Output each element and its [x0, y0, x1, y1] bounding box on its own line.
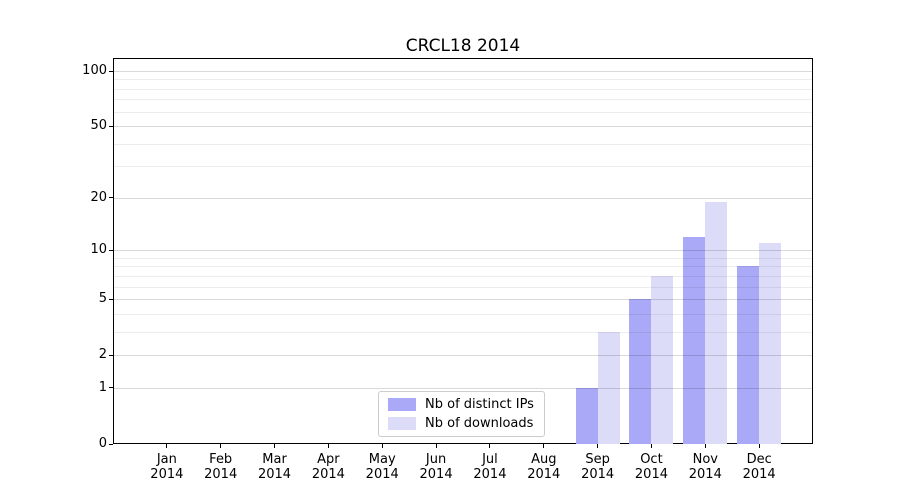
gridline-y-50: [114, 126, 812, 128]
y-tick-label-2: 2: [98, 347, 107, 363]
x-tick-oct: [650, 444, 652, 448]
legend-label-downloads: Nb of downloads: [425, 415, 534, 431]
x-tick-label-jan-2014: Jan 2014: [150, 452, 184, 482]
grid-layer: [114, 59, 812, 443]
x-tick-label-aug-2014: Aug 2014: [527, 452, 561, 482]
bar-nb-of-downloads-sep-2014: [597, 331, 620, 444]
y-tick-5: [109, 298, 113, 300]
bar-nb-of-downloads-nov-2014: [705, 201, 728, 444]
gridline-y-40: [114, 143, 812, 145]
legend-swatch-distinct-ips: [388, 398, 416, 412]
x-tick-jul: [489, 444, 491, 448]
gridline-y-2: [114, 355, 812, 357]
x-tick-label-feb-2014: Feb 2014: [204, 452, 238, 482]
bars-layer: [114, 59, 812, 444]
x-tick-nov: [704, 444, 706, 448]
bar-nb-of-downloads-oct-2014: [651, 275, 674, 444]
gridline-y-7: [114, 275, 812, 277]
legend-item-distinct-ips: Nb of distinct IPs: [388, 397, 535, 412]
x-tick-label-sep-2014: Sep 2014: [581, 452, 615, 482]
x-tick-label-jun-2014: Jun 2014: [419, 452, 453, 482]
x-tick-feb: [220, 444, 222, 448]
y-tick-label-0: 0: [98, 436, 107, 451]
gridline-y-70: [114, 99, 812, 101]
gridline-y-90: [114, 79, 812, 81]
bar-nb-of-distinct-ips-oct-2014: [629, 299, 652, 444]
legend: Nb of distinct IPs Nb of downloads: [378, 391, 545, 437]
gridline-y-9: [114, 257, 812, 259]
x-tick-label-jul-2014: Jul 2014: [473, 452, 507, 482]
x-tick-label-nov-2014: Nov 2014: [688, 452, 722, 482]
bar-nb-of-distinct-ips-dec-2014: [737, 266, 760, 444]
legend-swatch-downloads: [388, 416, 416, 430]
x-tick-jan: [166, 444, 168, 448]
x-tick-label-may-2014: May 2014: [365, 452, 399, 482]
y-tick-0: [109, 443, 113, 445]
x-tick-jun: [435, 444, 437, 448]
gridline-y-3: [114, 331, 812, 333]
gridline-y-5: [114, 299, 812, 301]
x-tick-label-apr-2014: Apr 2014: [311, 452, 345, 482]
gridline-y-8: [114, 266, 812, 268]
x-tick-mar: [274, 444, 276, 448]
gridline-y-6: [114, 286, 812, 288]
bar-nb-of-distinct-ips-sep-2014: [575, 387, 598, 444]
x-tick-label-oct-2014: Oct 2014: [634, 452, 668, 482]
y-tick-10: [109, 249, 113, 251]
bar-nb-of-downloads-dec-2014: [759, 243, 782, 444]
x-tick-dec: [758, 444, 760, 448]
x-tick-aug: [543, 444, 545, 448]
y-tick-label-20: 20: [90, 189, 107, 205]
gridline-y-1: [114, 387, 812, 389]
y-tick-label-10: 10: [90, 242, 107, 258]
y-tick-2: [109, 354, 113, 356]
x-tick-label-dec-2014: Dec 2014: [742, 452, 776, 482]
gridline-y-30: [114, 166, 812, 168]
y-tick-20: [109, 197, 113, 199]
gridline-y-4: [114, 313, 812, 315]
x-tick-label-mar-2014: Mar 2014: [257, 452, 292, 482]
gridline-y-10: [114, 250, 812, 252]
y-tick-50: [109, 125, 113, 127]
x-tick-may: [381, 444, 383, 448]
y-tick-label-50: 50: [90, 118, 107, 134]
plot-area: [113, 58, 813, 444]
gridline-y-80: [114, 88, 812, 90]
legend-item-downloads: Nb of downloads: [388, 416, 535, 431]
y-tick-label-1: 1: [98, 379, 107, 395]
x-tick-sep: [597, 444, 599, 448]
y-tick-1: [109, 387, 113, 389]
gridline-y-100: [114, 71, 812, 72]
bar-nb-of-distinct-ips-nov-2014: [683, 236, 706, 444]
legend-label-distinct-ips: Nb of distinct IPs: [425, 397, 534, 413]
gridline-y-60: [114, 111, 812, 113]
y-tick-label-5: 5: [98, 291, 107, 307]
y-tick-label-100: 100: [82, 63, 107, 78]
chart-title: CRCL18 2014: [405, 36, 521, 56]
y-tick-100: [109, 70, 113, 72]
x-tick-apr: [327, 444, 329, 448]
gridline-y-20: [114, 197, 812, 199]
